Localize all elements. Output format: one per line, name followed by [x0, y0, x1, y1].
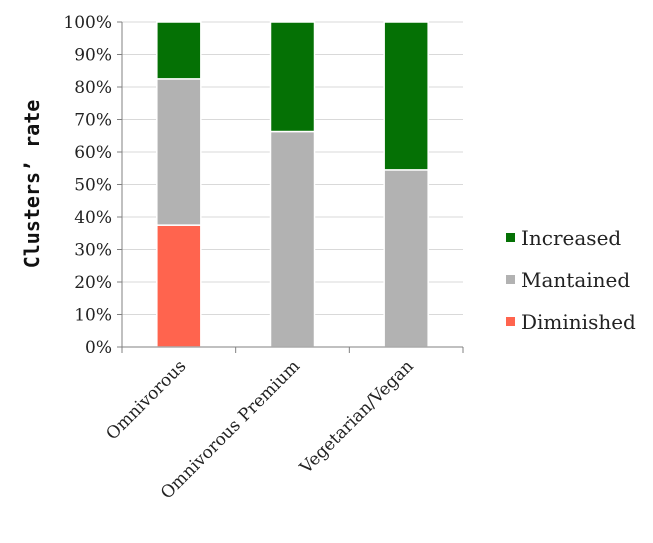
y-tick-label: 100% — [63, 13, 112, 33]
bar-segment-mantained — [156, 78, 202, 226]
y-tick-label: 50% — [74, 176, 112, 196]
bar-segment-increased — [383, 21, 429, 171]
y-tick-label: 80% — [74, 78, 112, 98]
legend-swatch-diminished — [506, 317, 515, 326]
y-tick-label: 0% — [85, 338, 112, 358]
bar-segment-increased — [269, 21, 316, 133]
y-tick-label: 60% — [74, 143, 112, 163]
y-tick-label: 20% — [74, 273, 112, 293]
bars — [156, 21, 429, 348]
y-tick-labels: 0% 10% 20% 30% 40% 50% 60% 70% 80% 90% 100% — [63, 13, 122, 358]
y-tick-label: 70% — [74, 111, 112, 131]
legend-label: Mantained — [521, 268, 630, 292]
bar-segment-mantained — [383, 169, 429, 348]
x-category-label: Vegetarian/Vegan — [296, 356, 418, 478]
y-tick-label: 10% — [74, 306, 112, 326]
legend-swatch-mantained — [506, 275, 515, 284]
legend: Increased Mantained Diminished — [506, 226, 636, 334]
bar-segment-diminished — [156, 224, 202, 348]
legend-label: Diminished — [521, 310, 636, 334]
y-tick-label: 40% — [74, 208, 112, 228]
y-tick-label: 90% — [74, 46, 112, 66]
legend-swatch-increased — [506, 233, 515, 242]
bar-segment-increased — [156, 21, 202, 80]
legend-label: Increased — [521, 226, 621, 250]
x-category-label: Omnivorous — [102, 356, 190, 444]
y-tick-label: 30% — [74, 241, 112, 261]
bar-segment-mantained — [269, 130, 316, 348]
y-axis-label: Clusters’ rate — [20, 100, 44, 269]
